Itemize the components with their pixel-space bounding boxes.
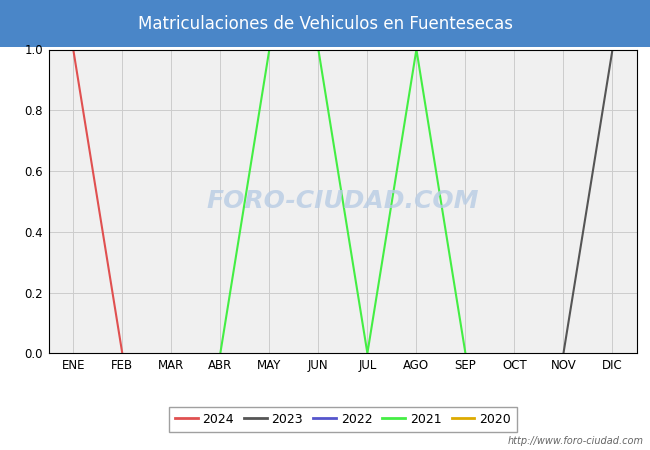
Text: Matriculaciones de Vehiculos en Fuentesecas: Matriculaciones de Vehiculos en Fuentese… <box>138 14 512 33</box>
Text: FORO-CIUDAD.COM: FORO-CIUDAD.COM <box>207 189 479 213</box>
Text: http://www.foro-ciudad.com: http://www.foro-ciudad.com <box>508 436 644 446</box>
Legend: 2024, 2023, 2022, 2021, 2020: 2024, 2023, 2022, 2021, 2020 <box>169 407 517 432</box>
